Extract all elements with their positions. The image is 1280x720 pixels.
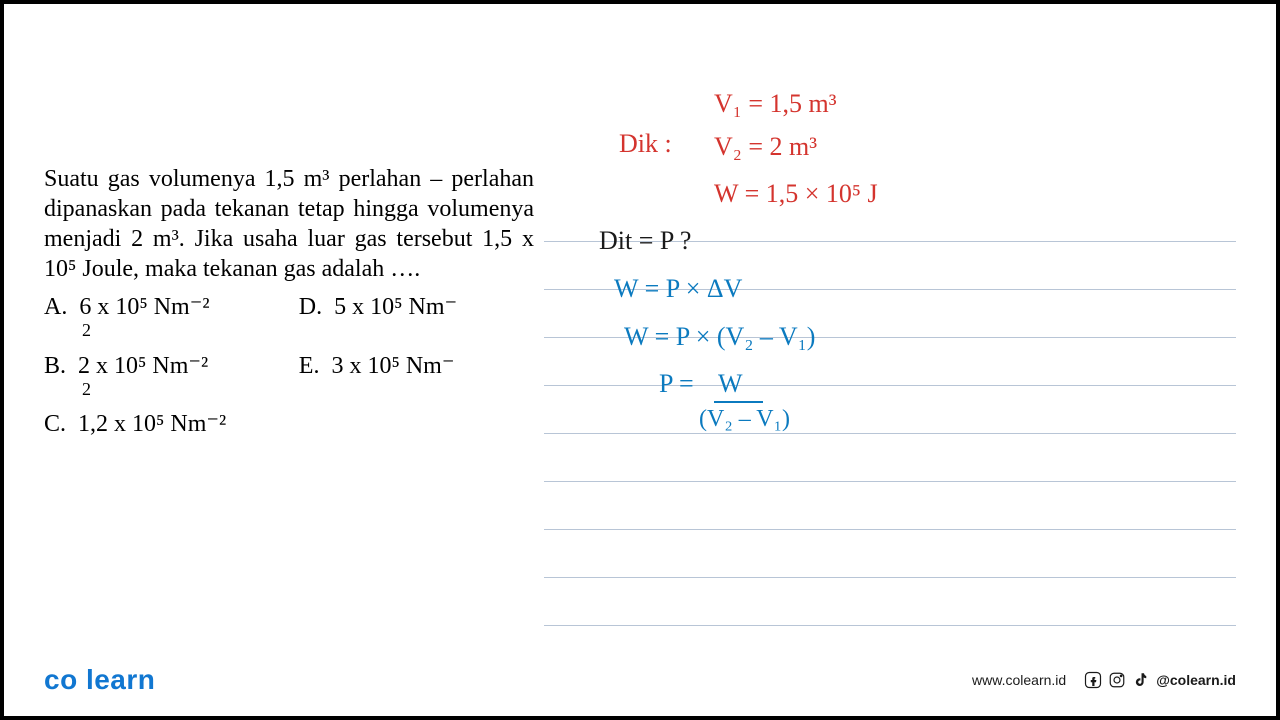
footer-handle: @colearn.id	[1156, 672, 1236, 688]
choice-a-sub: 2	[82, 319, 337, 342]
footer-url: www.colearn.id	[972, 672, 1066, 688]
tiktok-icon	[1132, 671, 1150, 689]
footer: co learn www.colearn.id @colearn.id	[44, 664, 1236, 696]
h-eq2: W = P × (V₂ – V₁)	[624, 322, 815, 352]
choice-e-label: E.	[299, 353, 320, 379]
choice-a-label: A.	[44, 294, 67, 320]
question-text: Suatu gas volumenya 1,5 m³ perlahan – pe…	[44, 164, 534, 284]
choice-b-label: B.	[44, 353, 66, 379]
choice-a-val: 6 x 10⁵ Nm⁻²	[79, 294, 209, 320]
question-panel: Suatu gas volumenya 1,5 m³ perlahan – pe…	[44, 34, 544, 624]
answer-choices: A. 6 x 10⁵ Nm⁻² D. 5 x 10⁵ Nm⁻ 2 B. 2 x …	[44, 292, 534, 440]
choice-e-val: 3 x 10⁵ Nm⁻	[331, 353, 454, 379]
h-eq3b: W	[714, 369, 763, 403]
choice-c-val: 1,2 x 10⁵ Nm⁻²	[78, 411, 226, 437]
choice-e-sub	[337, 378, 572, 401]
paper-lines	[544, 194, 1236, 624]
h-eq3a: P =	[659, 369, 694, 399]
choice-d-label: D.	[299, 294, 322, 320]
instagram-icon	[1108, 671, 1126, 689]
choice-b-val: 2 x 10⁵ Nm⁻²	[78, 353, 208, 379]
brand-logo: co learn	[44, 664, 155, 696]
choice-d-val: 5 x 10⁵ Nm⁻	[334, 294, 457, 320]
choice-d-sub	[337, 319, 572, 342]
social-links: @colearn.id	[1084, 671, 1236, 689]
h-v1: V₁ = 1,5 m³	[714, 89, 837, 119]
choice-c: C. 1,2 x 10⁵ Nm⁻²	[44, 409, 304, 440]
choice-c-label: C.	[44, 411, 66, 437]
h-eq1: W = P × ΔV	[614, 274, 742, 304]
h-eq3c: (V₂ – V₁)	[699, 406, 790, 433]
worked-solution: V₁ = 1,5 m³ Dik : V₂ = 2 m³ W = 1,5 × 10…	[544, 34, 1236, 624]
h-dit: Dit = P ?	[599, 226, 691, 256]
h-w: W = 1,5 × 10⁵ J	[714, 179, 878, 209]
facebook-icon	[1084, 671, 1102, 689]
footer-right: www.colearn.id @colearn.id	[972, 671, 1236, 689]
choice-b-sub: 2	[82, 378, 337, 401]
h-dik: Dik :	[619, 129, 672, 159]
h-v2: V₂ = 2 m³	[714, 132, 817, 162]
